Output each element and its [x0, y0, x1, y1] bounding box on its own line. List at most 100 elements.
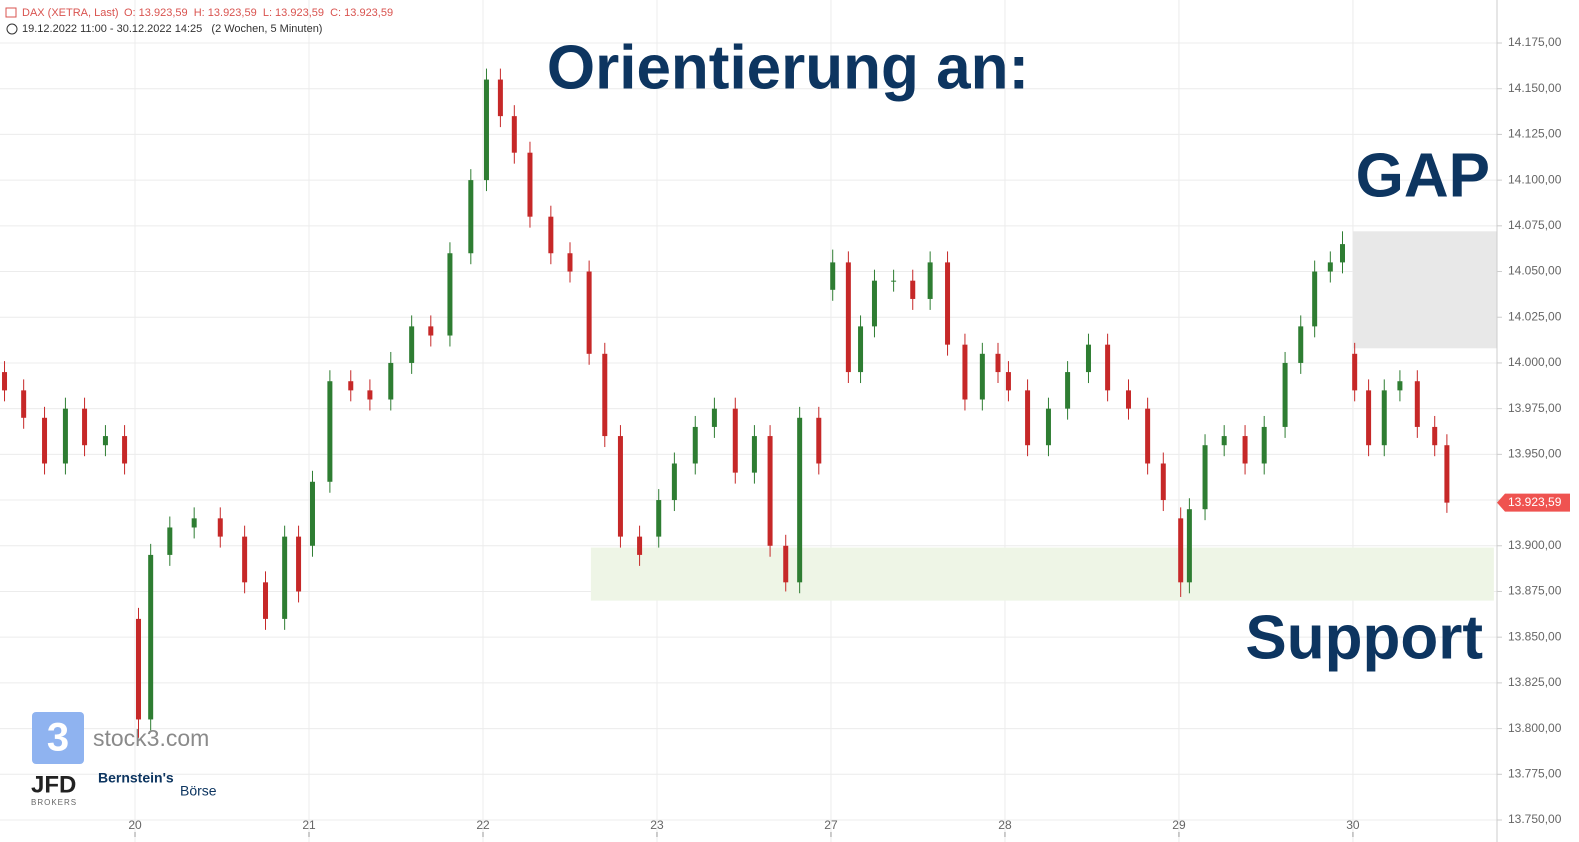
- candle-body: [927, 262, 933, 299]
- support-label: Support: [1245, 603, 1483, 672]
- candle-body: [62, 408, 68, 464]
- candle-body: [135, 618, 141, 720]
- candle-body: [1145, 408, 1151, 464]
- candle-body: [1444, 445, 1450, 503]
- candle-body: [483, 79, 489, 181]
- candle-body: [348, 381, 354, 391]
- candle-body: [797, 417, 803, 583]
- candle-body: [1352, 353, 1358, 391]
- y-tick-label: 13.950,00: [1508, 447, 1562, 461]
- gap-zone: [1352, 231, 1498, 349]
- candle-body: [1298, 326, 1304, 363]
- candle-body: [1414, 381, 1420, 427]
- candle-body: [656, 500, 662, 537]
- candle-body: [191, 518, 197, 528]
- candle-body: [548, 216, 554, 254]
- candle-body: [1105, 344, 1111, 391]
- y-tick-label: 13.975,00: [1508, 401, 1562, 415]
- candle-body: [567, 253, 573, 272]
- y-tick-label: 13.850,00: [1508, 629, 1562, 643]
- stock3-icon: [32, 712, 84, 764]
- candle-body: [1282, 362, 1288, 427]
- candle-body: [962, 344, 968, 400]
- brokers-logo: BROKERS: [31, 798, 77, 807]
- y-tick-label: 14.050,00: [1508, 264, 1562, 278]
- candle-body: [468, 180, 474, 254]
- bernstein-logo: Bernstein's: [98, 770, 174, 786]
- candle-body: [82, 408, 88, 446]
- y-tick-label: 13.875,00: [1508, 584, 1562, 598]
- x-tick-label: 29: [1172, 818, 1186, 832]
- candle-body: [1327, 262, 1333, 272]
- y-tick-label: 14.075,00: [1508, 218, 1562, 232]
- gap-label: GAP: [1356, 141, 1490, 210]
- y-tick-label: 14.125,00: [1508, 127, 1562, 141]
- y-tick-label: 13.750,00: [1508, 812, 1562, 826]
- candle-body: [409, 326, 415, 363]
- candle-body: [388, 362, 394, 400]
- y-tick-label: 14.150,00: [1508, 81, 1562, 95]
- candle-body: [1381, 390, 1387, 446]
- title: Orientierung an:: [547, 33, 1029, 102]
- candle-body: [1312, 271, 1318, 327]
- y-tick-label: 14.100,00: [1508, 172, 1562, 186]
- candle-body: [945, 262, 951, 345]
- candle-body: [891, 280, 897, 282]
- candle-body: [497, 79, 503, 117]
- stock3-icon-glyph: 3: [47, 716, 69, 760]
- candle-body: [858, 326, 864, 373]
- candle-body: [1202, 445, 1208, 510]
- candle-body: [1160, 463, 1166, 501]
- y-tick-label: 13.800,00: [1508, 721, 1562, 735]
- x-tick-label: 23: [650, 818, 664, 832]
- candle-body: [1432, 426, 1438, 446]
- candle-body: [637, 536, 643, 555]
- candle-body: [1339, 244, 1345, 263]
- x-tick-label: 27: [824, 818, 838, 832]
- candle-body: [1397, 381, 1403, 391]
- candle-body: [122, 436, 128, 464]
- candle-body: [617, 436, 623, 537]
- candle-body: [1261, 426, 1267, 464]
- date-range: 19.12.2022 11:00 - 30.12.2022 14:25 (2 W…: [22, 23, 322, 35]
- candle-body: [527, 152, 533, 217]
- candle-body: [309, 481, 315, 546]
- candle-body: [910, 280, 916, 299]
- candle-body: [102, 436, 108, 446]
- last-price-label: 13.923,59: [1508, 495, 1562, 509]
- candle-body: [871, 280, 877, 327]
- candle-body: [783, 545, 789, 583]
- candle-body: [367, 390, 373, 400]
- candle-body: [1025, 390, 1031, 446]
- candle-body: [282, 536, 288, 619]
- x-tick-label: 28: [998, 818, 1012, 832]
- background: [0, 0, 1498, 842]
- candle-body: [830, 262, 836, 290]
- candle-body: [327, 381, 333, 482]
- x-tick-label: 22: [476, 818, 490, 832]
- candle-body: [751, 436, 757, 473]
- jfd-logo: JFD: [31, 771, 76, 798]
- x-tick-label: 30: [1346, 818, 1360, 832]
- candle-body: [816, 417, 822, 464]
- candle-body: [692, 426, 698, 464]
- y-tick-label: 13.900,00: [1508, 538, 1562, 552]
- symbol: DAX (XETRA, Last): [22, 7, 119, 19]
- y-tick-label: 14.025,00: [1508, 309, 1562, 323]
- candle-body: [767, 436, 773, 546]
- y-tick-label: 14.000,00: [1508, 355, 1562, 369]
- candle-body: [845, 262, 851, 373]
- candle-body: [1186, 509, 1192, 583]
- candle-body: [711, 408, 717, 427]
- y-tick-label: 13.775,00: [1508, 766, 1562, 780]
- candle-body: [1065, 372, 1071, 409]
- candle-body: [2, 372, 8, 391]
- candle-body: [586, 271, 592, 354]
- candle-body: [217, 518, 223, 537]
- candle-body: [242, 536, 248, 583]
- candle-body: [1125, 390, 1131, 409]
- candle-body: [1005, 372, 1011, 391]
- candle-body: [42, 417, 48, 464]
- candle-body: [1221, 436, 1227, 446]
